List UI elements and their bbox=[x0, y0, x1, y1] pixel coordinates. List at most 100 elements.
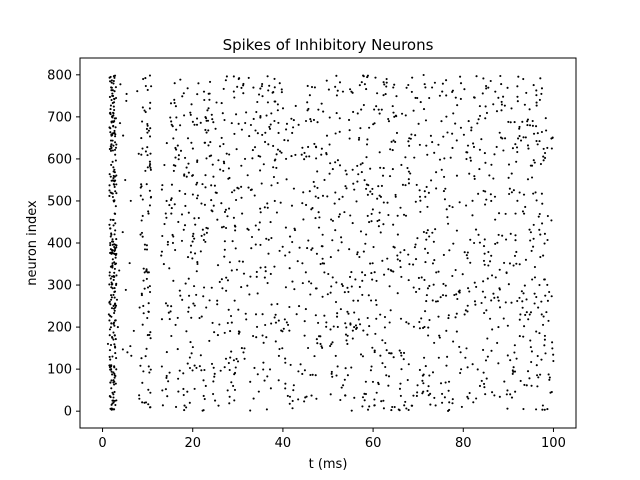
spike-point bbox=[110, 233, 113, 236]
spike-point bbox=[237, 308, 240, 311]
spike-point bbox=[300, 153, 303, 156]
spike-point bbox=[112, 293, 115, 296]
spike-point bbox=[364, 393, 368, 396]
spike-point bbox=[298, 246, 301, 249]
spike-point bbox=[129, 345, 132, 348]
spike-point bbox=[378, 194, 381, 197]
spike-point bbox=[533, 292, 536, 295]
spike-point bbox=[349, 322, 352, 325]
spike-point bbox=[278, 150, 282, 153]
spike-point bbox=[457, 290, 460, 293]
spike-point bbox=[476, 368, 479, 371]
spike-point bbox=[143, 109, 146, 112]
spike-point bbox=[435, 187, 438, 190]
spike-point bbox=[335, 315, 339, 318]
x-tick-label: 40 bbox=[275, 436, 292, 451]
spike-point bbox=[484, 203, 487, 206]
spike-point bbox=[526, 124, 529, 127]
spike-point bbox=[193, 285, 196, 288]
spike-point bbox=[344, 394, 347, 397]
spike-point bbox=[538, 140, 541, 143]
spike-point bbox=[111, 355, 114, 358]
spike-point bbox=[148, 135, 152, 138]
spike-point bbox=[145, 277, 148, 280]
spike-point bbox=[380, 184, 383, 187]
spike-point bbox=[203, 141, 206, 144]
x-axis-label: t (ms) bbox=[309, 457, 348, 472]
spike-point bbox=[543, 278, 546, 281]
spike-point bbox=[411, 76, 414, 79]
spike-point bbox=[351, 91, 354, 94]
spike-point bbox=[177, 154, 180, 157]
spike-point bbox=[328, 172, 331, 175]
spike-point bbox=[445, 94, 448, 97]
spike-point bbox=[466, 257, 469, 260]
x-tick-label: 20 bbox=[184, 436, 201, 451]
spike-point bbox=[437, 356, 440, 359]
spike-point bbox=[473, 300, 477, 303]
spike-point bbox=[256, 132, 259, 135]
spike-point bbox=[504, 212, 507, 215]
spike-point bbox=[510, 301, 513, 304]
spike-point bbox=[115, 274, 118, 277]
spike-point bbox=[109, 218, 112, 221]
spike-point bbox=[463, 88, 466, 91]
spike-point bbox=[110, 364, 113, 367]
x-tick-label: 100 bbox=[541, 436, 566, 451]
spike-point bbox=[307, 280, 311, 283]
spike-point bbox=[215, 101, 218, 104]
spike-point bbox=[265, 408, 268, 411]
spike-point bbox=[334, 354, 337, 357]
spike-point bbox=[110, 143, 113, 146]
x-tick-label: 0 bbox=[98, 436, 106, 451]
spike-point bbox=[466, 251, 469, 254]
spike-point bbox=[404, 114, 407, 117]
spike-point bbox=[375, 105, 378, 108]
spike-point bbox=[187, 171, 190, 174]
spike-point bbox=[308, 190, 311, 193]
spike-point bbox=[108, 366, 112, 369]
spike-point bbox=[206, 227, 209, 230]
spike-point bbox=[250, 235, 254, 239]
spike-point bbox=[441, 401, 444, 404]
spike-point bbox=[145, 127, 148, 130]
spike-point bbox=[366, 138, 369, 141]
spike-point bbox=[541, 323, 545, 326]
spike-point bbox=[513, 254, 517, 257]
spike-point bbox=[113, 185, 116, 189]
spike-point bbox=[183, 404, 186, 407]
spike-point bbox=[373, 108, 376, 111]
spike-point bbox=[113, 390, 116, 394]
spike-point bbox=[525, 91, 528, 94]
spike-point bbox=[220, 102, 223, 105]
spike-point bbox=[177, 220, 180, 224]
spike-point bbox=[148, 189, 151, 192]
spike-point bbox=[433, 259, 436, 262]
spike-point bbox=[377, 185, 380, 188]
spike-point bbox=[310, 208, 313, 211]
spike-point bbox=[399, 317, 403, 320]
y-tick-label: 400 bbox=[47, 237, 72, 252]
spike-point bbox=[113, 175, 116, 178]
spike-point bbox=[109, 277, 112, 280]
spike-point bbox=[140, 185, 143, 188]
spike-point bbox=[111, 195, 114, 199]
spike-point bbox=[360, 81, 363, 84]
spike-point bbox=[427, 385, 430, 388]
spike-point bbox=[523, 325, 526, 328]
spike-point bbox=[306, 101, 309, 104]
spike-point bbox=[532, 192, 535, 195]
spike-point bbox=[313, 185, 316, 188]
spike-point bbox=[288, 251, 291, 254]
spike-point bbox=[392, 139, 395, 142]
spike-point bbox=[542, 155, 545, 158]
spike-point bbox=[531, 120, 534, 123]
spike-point bbox=[380, 400, 383, 403]
spike-point bbox=[113, 117, 116, 120]
spike-point bbox=[249, 409, 252, 412]
spike-point bbox=[228, 368, 231, 372]
spike-point bbox=[351, 329, 354, 332]
spike-point bbox=[336, 312, 339, 315]
spike-point bbox=[429, 403, 432, 406]
spike-point bbox=[434, 228, 437, 231]
